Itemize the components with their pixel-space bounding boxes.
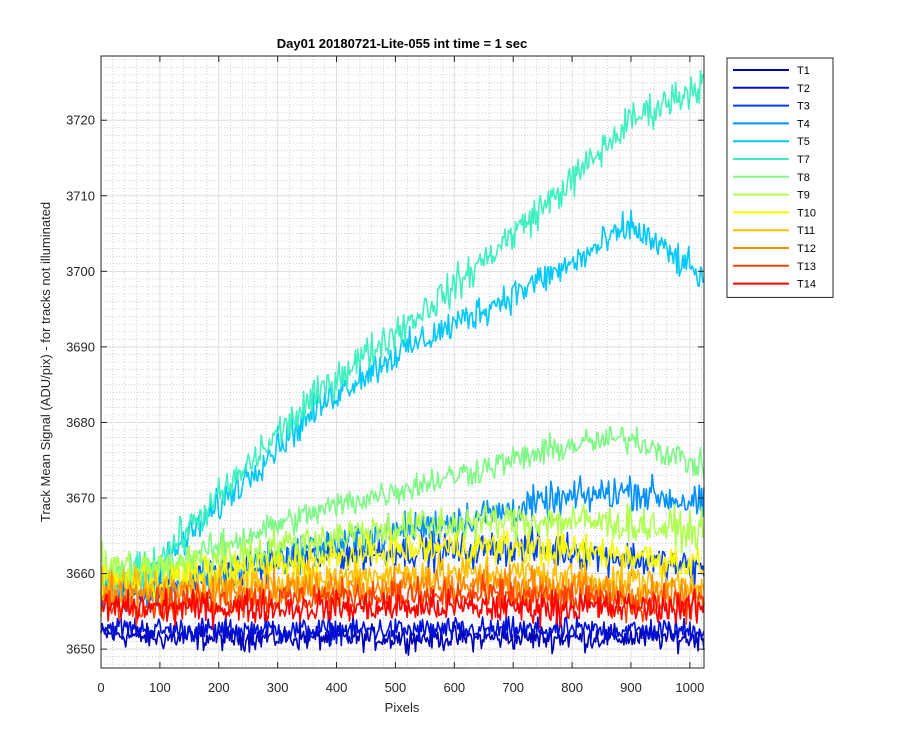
legend-label: T14 <box>797 279 816 291</box>
x-tick-label: 400 <box>326 680 348 695</box>
y-tick-label: 3720 <box>66 113 95 128</box>
y-tick-label: 3670 <box>66 491 95 506</box>
x-tick-label: 300 <box>267 680 289 695</box>
series-line-t9 <box>100 503 705 584</box>
y-axis-label: Track Mean Signal (ADU/pix) - for tracks… <box>38 202 53 522</box>
legend-label: T1 <box>797 65 810 77</box>
series-line-t10 <box>100 529 705 601</box>
series-line-t7 <box>100 69 705 596</box>
plot-background <box>101 56 704 668</box>
y-tick-label: 3690 <box>66 339 95 354</box>
y-tick-label: 3680 <box>66 415 95 430</box>
series-lines <box>100 69 705 656</box>
y-tick-label: 3700 <box>66 264 95 279</box>
x-tick-label: 0 <box>97 680 104 695</box>
plot-area <box>101 56 704 668</box>
series-line-t2 <box>100 613 705 647</box>
chart-title: Day01 20180721-Lite-055 int time = 1 sec <box>277 36 527 51</box>
legend-label: T2 <box>797 83 810 95</box>
legend: T1 T2 T3 T4 T5 T7 T8 T9 T10 T11 T12 T13 T14 <box>726 57 834 298</box>
legend-label: T3 <box>797 101 810 113</box>
x-tick-label: 500 <box>385 680 407 695</box>
legend-label: T7 <box>797 154 810 166</box>
x-tick-label: 600 <box>443 680 465 695</box>
x-axis-label: Pixels <box>385 700 420 715</box>
x-tick-label: 100 <box>149 680 171 695</box>
series-line-t14 <box>100 587 705 629</box>
legend-label: T11 <box>797 225 815 237</box>
legend-label: T9 <box>797 190 810 202</box>
legend-label: T12 <box>797 243 816 255</box>
x-tick-label: 1000 <box>675 680 704 695</box>
legend-label: T8 <box>797 172 810 184</box>
x-tick-label: 800 <box>561 680 583 695</box>
legend-label: T4 <box>797 118 810 130</box>
x-tick-label: 700 <box>502 680 524 695</box>
legend-label: T13 <box>797 261 816 273</box>
axes-frame <box>100 55 705 669</box>
y-axis-ticks: 3650 3660 3670 3680 3690 3700 3710 3720 <box>66 113 704 657</box>
y-tick-label: 3650 <box>66 642 95 657</box>
legend-label: T5 <box>797 136 810 148</box>
y-tick-label: 3660 <box>66 566 95 581</box>
x-axis-ticks: 0 100 200 300 400 500 600 700 800 900 1000 <box>97 56 704 695</box>
series-line-t13 <box>100 573 705 626</box>
legend-label: T10 <box>797 207 816 219</box>
axes-box <box>100 55 705 669</box>
x-tick-label: 200 <box>208 680 230 695</box>
x-tick-label: 900 <box>620 680 642 695</box>
y-tick-label: 3710 <box>66 188 95 203</box>
